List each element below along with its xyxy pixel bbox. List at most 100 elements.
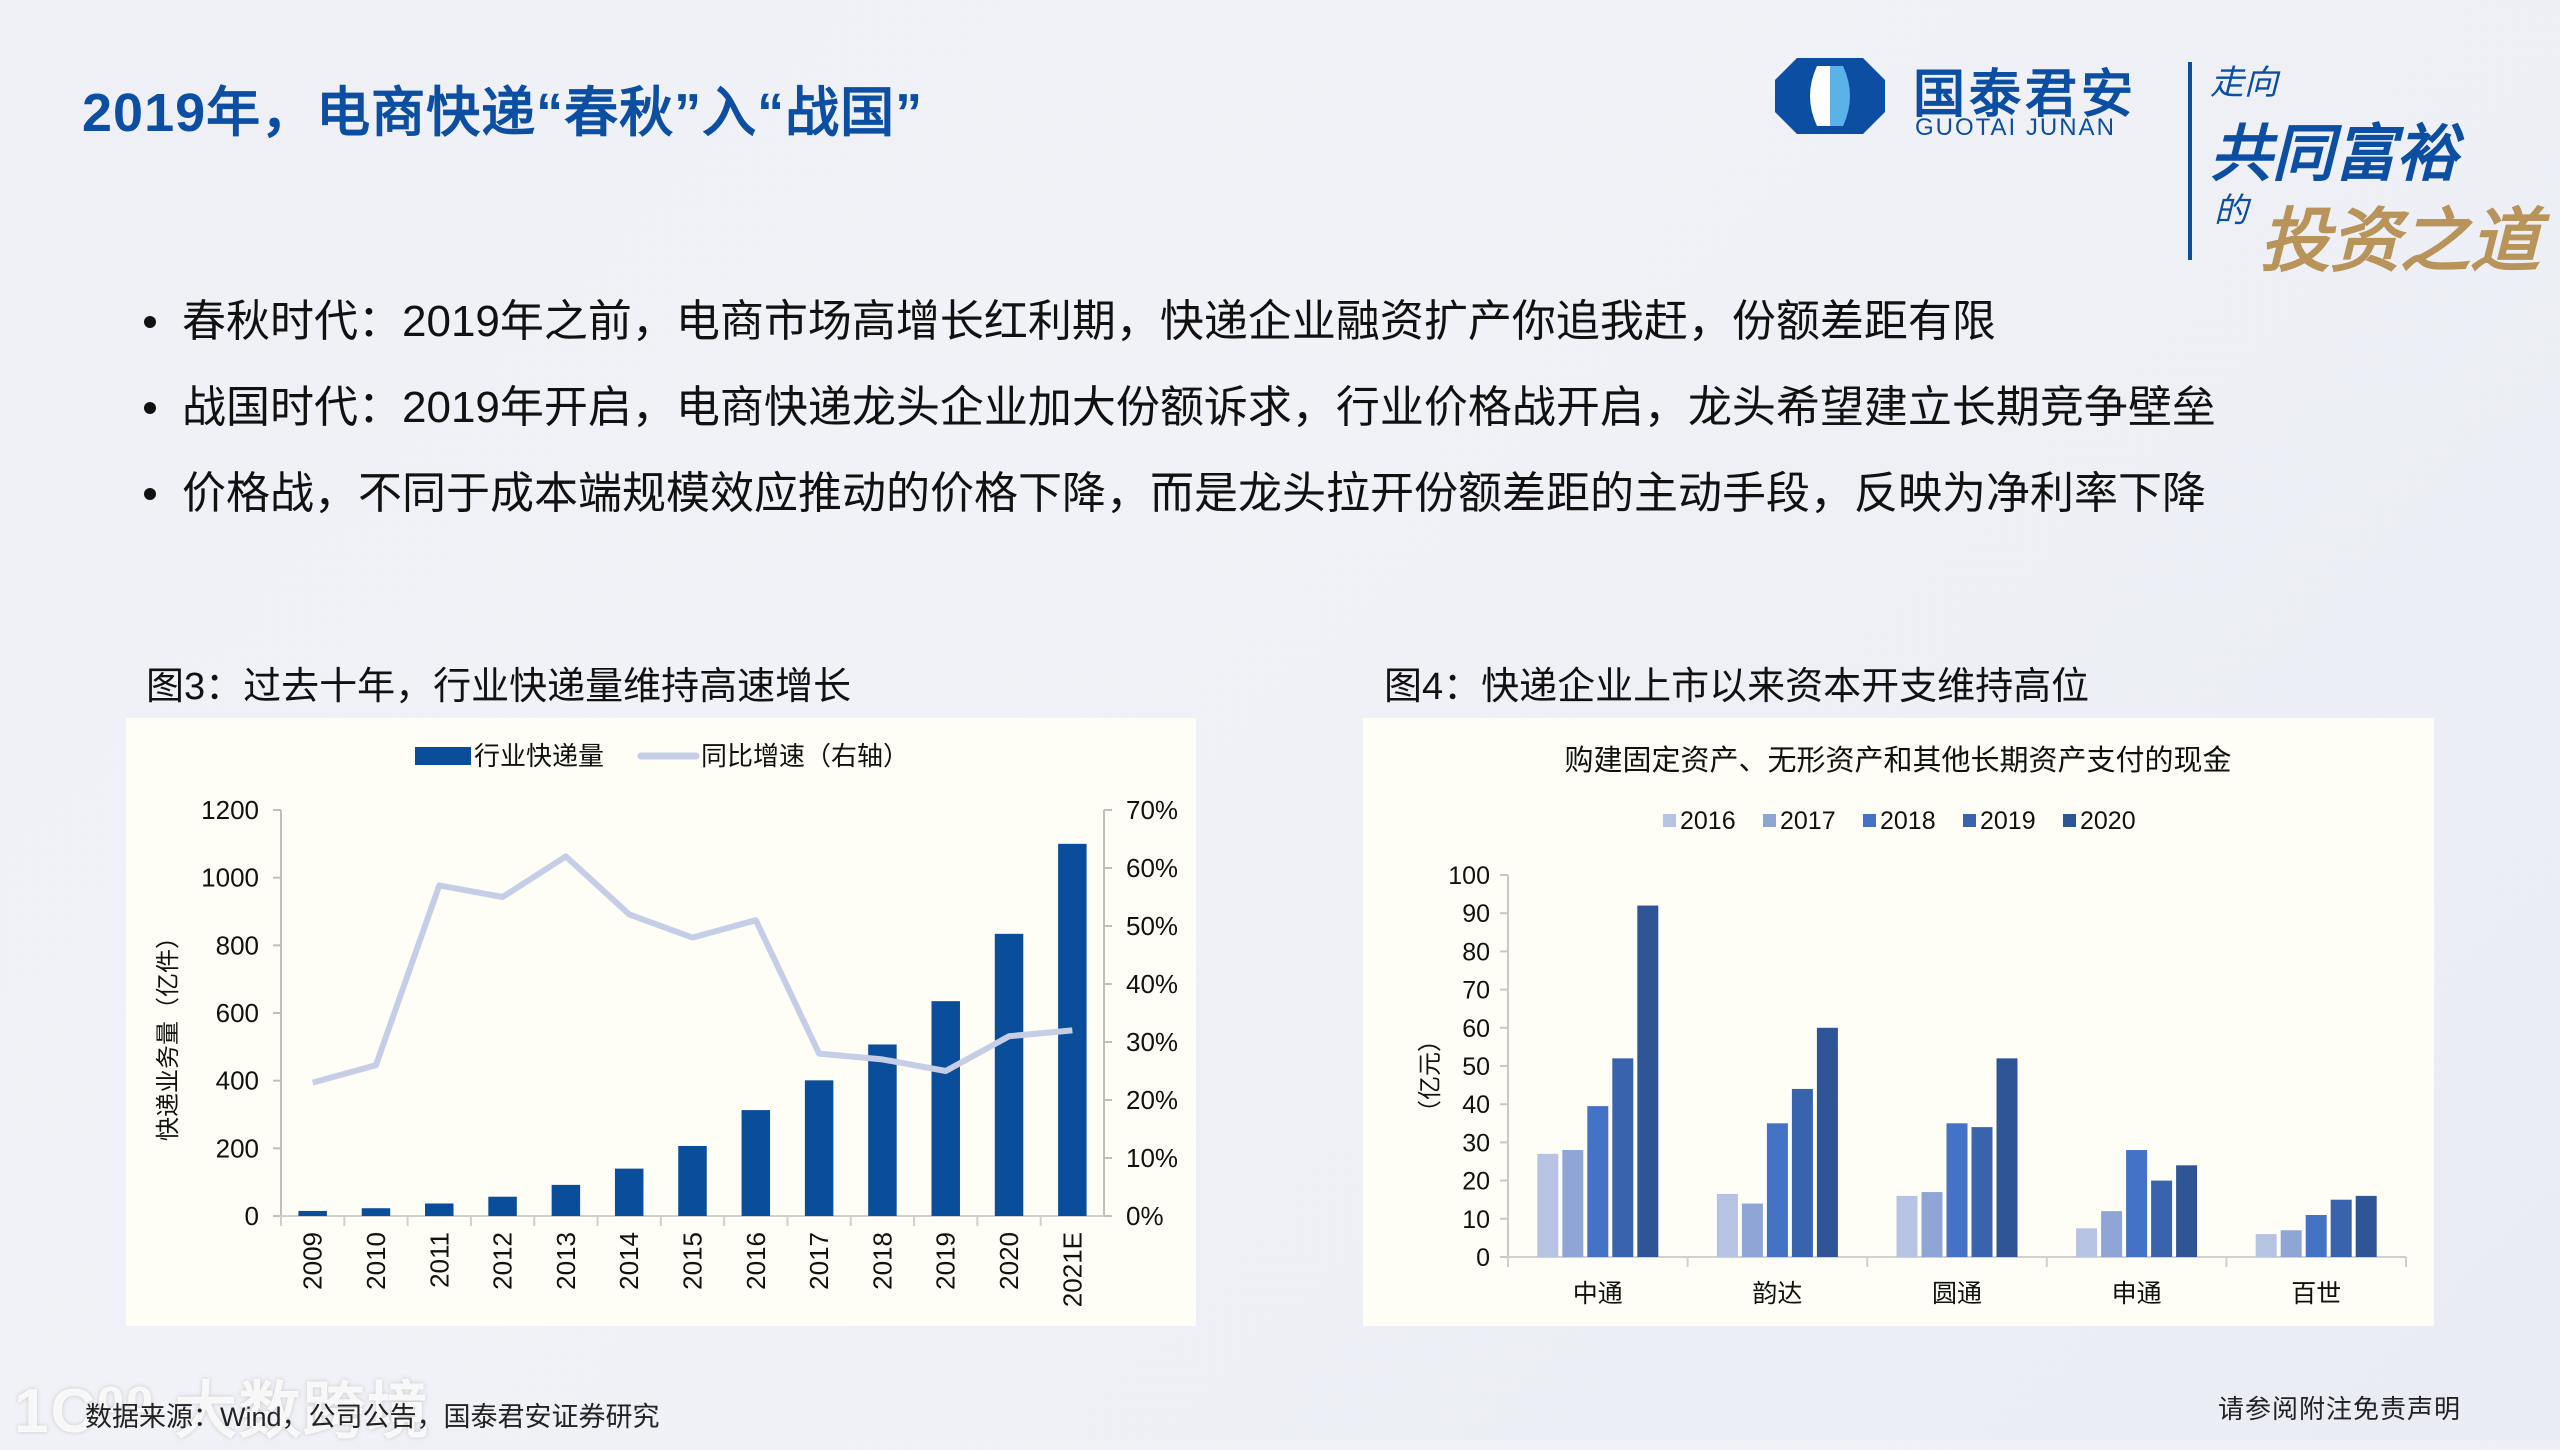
chart-title: 购建固定资产、无形资产和其他长期资产支付的现金 <box>1564 744 2231 777</box>
bullet-item: 价格战，不同于成本端规模效应推动的价格下降，而是龙头拉开份额差距的主动手段，反映… <box>140 464 2440 550</box>
slide-title: 2019年，电商快递“春秋”入“战国” <box>82 83 924 143</box>
svg-text:40%: 40% <box>1126 969 1178 999</box>
bar-capex <box>1637 905 1659 1257</box>
slogan-line-3a: 的 <box>2214 191 2248 231</box>
svg-text:2012: 2012 <box>488 1232 518 1290</box>
guotai-junan-logo-icon <box>1775 58 1885 134</box>
figure-3-chart: 行业快递量 同比增速（右轴） 0 200 400 600 800 1000 1200 0% 10% 2… <box>126 718 1196 1326</box>
svg-text:40: 40 <box>1462 1091 1490 1119</box>
company-logo: 国泰君安 GUOTAI JUNAN <box>1775 52 2155 142</box>
bar-capex <box>2126 1150 2148 1257</box>
category-label: 中通 <box>1573 1280 1623 1308</box>
svg-text:2021E: 2021E <box>1057 1232 1087 1307</box>
slogan-line-2: 共同富裕 <box>2210 117 2459 190</box>
bar-capex <box>1971 1127 1993 1257</box>
bullet-dot-icon <box>144 488 156 500</box>
bar-capex <box>2255 1234 2277 1257</box>
svg-text:2018: 2018 <box>867 1232 897 1290</box>
svg-text:同比增速（右轴）: 同比增速（右轴） <box>701 741 909 771</box>
bullet-text: 春秋时代：2019年之前，电商市场高增长红利期，快递企业融资扩产你追我赶，份额差… <box>182 297 1996 346</box>
svg-text:70: 70 <box>1462 977 1490 1005</box>
svg-text:2011: 2011 <box>424 1232 454 1288</box>
svg-text:20%: 20% <box>1126 1085 1178 1115</box>
svg-text:400: 400 <box>216 1066 259 1096</box>
svg-text:2018: 2018 <box>1880 807 1936 835</box>
bar-capex <box>1612 1058 1634 1257</box>
bar-capex <box>1766 1123 1788 1257</box>
bar-express-volume <box>488 1196 517 1216</box>
bar-capex <box>2305 1214 2327 1257</box>
bullet-item: 春秋时代：2019年之前，电商市场高增长红利期，快递企业融资扩产你追我赶，份额差… <box>140 292 2440 378</box>
svg-text:50%: 50% <box>1126 911 1178 941</box>
svg-text:100: 100 <box>1448 862 1490 890</box>
svg-text:2015: 2015 <box>678 1232 708 1290</box>
bullet-text: 战国时代：2019年开启，电商快递龙头企业加大份额诉求，行业价格战开启，龙头希望… <box>182 383 2216 432</box>
figure-4-chart: 购建固定资产、无形资产和其他长期资产支付的现金 2016 2017 2018 2019 2… <box>1363 718 2434 1326</box>
bar-express-volume <box>298 1210 327 1216</box>
svg-text:2013: 2013 <box>551 1232 581 1290</box>
logo-divider <box>2188 62 2192 260</box>
category-label: 百世 <box>2291 1280 2341 1308</box>
svg-text:1200: 1200 <box>201 795 259 825</box>
bar-capex <box>2101 1211 2123 1257</box>
svg-text:60: 60 <box>1462 1015 1490 1043</box>
bar-capex <box>2076 1228 2098 1257</box>
bar-express-volume <box>804 1080 834 1216</box>
data-source: 数据来源：Wind，公司公告，国泰君安证券研究 <box>85 1402 660 1432</box>
bar-express-volume <box>931 1001 960 1216</box>
chart-legend: 行业快递量 同比增速（右轴） <box>415 741 909 771</box>
watermark: 1C⁰⁰ 大数跨境 <box>14 1377 431 1446</box>
svg-text:10: 10 <box>1462 1206 1490 1234</box>
bar-capex <box>1791 1088 1813 1257</box>
chart-legend: 2016 2017 2018 2019 2020 <box>1663 807 2136 835</box>
svg-text:0: 0 <box>1476 1244 1490 1272</box>
disclaimer-link[interactable]: 请参阅附注免责声明 <box>2218 1394 2462 1424</box>
bar-express-volume <box>614 1168 644 1216</box>
svg-text:2019: 2019 <box>1980 807 2036 835</box>
bar-express-volume <box>994 933 1024 1216</box>
bar-capex <box>1562 1150 1584 1257</box>
bullet-list: 春秋时代：2019年之前，电商市场高增长红利期，快递企业融资扩产你追我赶，份额差… <box>140 292 2440 550</box>
bar-express-volume <box>551 1184 581 1216</box>
bar-capex <box>1946 1123 1968 1257</box>
svg-text:（亿元）: （亿元） <box>1417 1028 1444 1124</box>
bar-capex <box>1587 1106 1609 1257</box>
svg-text:30: 30 <box>1462 1129 1490 1157</box>
svg-text:200: 200 <box>216 1133 259 1163</box>
svg-text:70%: 70% <box>1126 795 1178 825</box>
bar-express-volume <box>678 1145 707 1216</box>
svg-text:90: 90 <box>1462 900 1490 928</box>
category-label: 申通 <box>2112 1280 2162 1308</box>
svg-text:600: 600 <box>216 998 259 1028</box>
express-volume-chart: 行业快递量 同比增速（右轴） 0 200 400 600 800 1000 1200 0% 10% 2… <box>155 741 1178 1307</box>
slogan: 走向 共同富裕 的 投资之道 <box>2210 55 2540 282</box>
category-label: 韵达 <box>1752 1280 1802 1308</box>
bar-express-volume <box>868 1044 897 1216</box>
bar-capex <box>2151 1180 2173 1257</box>
svg-text:2020: 2020 <box>2080 807 2136 835</box>
figure-4-caption: 图4：快递企业上市以来资本开支维持高位 <box>1384 666 2090 708</box>
svg-text:2019: 2019 <box>931 1232 961 1290</box>
bar-capex <box>2330 1199 2352 1257</box>
bar-capex <box>1816 1027 1838 1257</box>
svg-text:0: 0 <box>245 1201 259 1231</box>
svg-text:20: 20 <box>1462 1168 1490 1196</box>
bullet-item: 战国时代：2019年开启，电商快递龙头企业加大份额诉求，行业价格战开启，龙头希望… <box>140 378 2440 464</box>
bar-capex <box>1896 1195 1918 1257</box>
figure-3-caption: 图3：过去十年，行业快递量维持高速增长 <box>146 666 852 708</box>
svg-text:800: 800 <box>216 930 259 960</box>
bar-capex <box>1537 1153 1559 1257</box>
svg-text:1000: 1000 <box>201 863 259 893</box>
slogan-line-1: 走向 <box>2210 63 2278 103</box>
logo-name-cn: 国泰君安 <box>1913 66 2138 124</box>
bullet-dot-icon <box>144 316 156 328</box>
svg-text:10%: 10% <box>1126 1143 1178 1173</box>
svg-text:80: 80 <box>1462 938 1490 966</box>
bar-capex <box>2355 1195 2377 1257</box>
growth-rate-line <box>311 853 1073 1086</box>
logo-name-en: GUOTAI JUNAN <box>1915 114 2116 141</box>
svg-text:0%: 0% <box>1126 1201 1164 1231</box>
svg-text:2017: 2017 <box>1780 807 1836 835</box>
svg-text:50: 50 <box>1462 1053 1490 1081</box>
